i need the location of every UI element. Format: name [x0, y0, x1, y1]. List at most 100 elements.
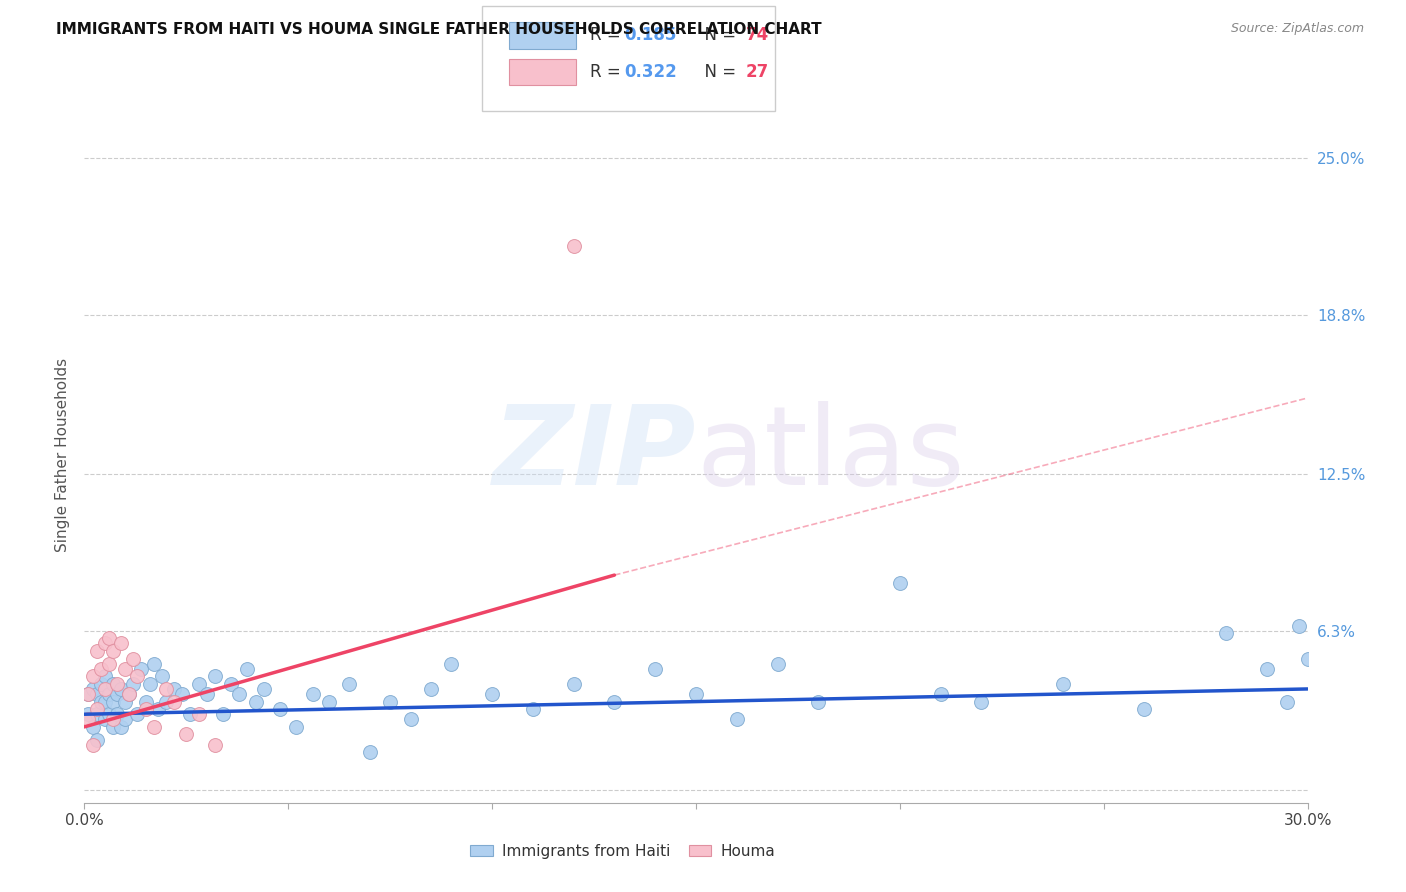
Point [105, 677, 128, 691]
Point [187, 677, 209, 691]
Point [440, 657, 463, 671]
Point [603, 695, 626, 709]
Point [318, 695, 340, 709]
Point [114, 712, 136, 726]
Point [142, 720, 165, 734]
Point [929, 687, 952, 701]
Point [82, 681, 104, 696]
Point [138, 677, 160, 691]
Point [725, 712, 748, 726]
Point [285, 720, 308, 734]
Point [82, 738, 104, 752]
Point [110, 636, 132, 650]
Point [101, 720, 124, 734]
Text: IMMIGRANTS FROM HAITI VS HOUMA SINGLE FATHER HOUSEHOLDS CORRELATION CHART: IMMIGRANTS FROM HAITI VS HOUMA SINGLE FA… [56, 22, 823, 37]
Point [142, 657, 165, 671]
Point [359, 745, 381, 759]
Point [101, 695, 124, 709]
Point [204, 669, 226, 683]
Point [101, 677, 124, 691]
Point [122, 677, 145, 691]
Point [122, 651, 145, 665]
Point [179, 707, 201, 722]
Y-axis label: Single Father Households: Single Father Households [55, 358, 70, 552]
Point [86, 732, 108, 747]
Point [889, 575, 911, 590]
Point [163, 681, 186, 696]
Point [101, 644, 124, 658]
Point [1296, 651, 1319, 665]
Point [807, 695, 830, 709]
Text: 0.322: 0.322 [624, 63, 676, 81]
Point [77, 687, 100, 701]
Point [1052, 677, 1074, 691]
Point [90, 677, 112, 691]
Point [163, 695, 186, 709]
Point [1288, 618, 1310, 632]
Point [685, 687, 707, 701]
Point [114, 695, 136, 709]
Point [135, 702, 157, 716]
Point [245, 695, 267, 709]
Point [110, 720, 132, 734]
Point [766, 657, 789, 671]
Point [269, 702, 291, 716]
Point [93, 636, 115, 650]
Point [118, 687, 141, 701]
Point [97, 687, 120, 701]
Point [399, 712, 422, 726]
Point [110, 681, 132, 696]
Point [150, 669, 173, 683]
Text: N =: N = [693, 63, 741, 81]
Point [970, 695, 993, 709]
Point [562, 239, 585, 253]
Point [228, 687, 250, 701]
Point [93, 712, 115, 726]
Point [97, 632, 120, 646]
Point [97, 657, 120, 671]
Point [380, 695, 402, 709]
FancyBboxPatch shape [509, 59, 576, 86]
Point [97, 707, 120, 722]
Text: 27: 27 [747, 63, 769, 81]
Point [253, 681, 276, 696]
Text: 74: 74 [747, 27, 769, 45]
Text: R =: R = [589, 63, 626, 81]
Point [219, 677, 242, 691]
Text: R =: R = [589, 27, 626, 45]
Text: 0.185: 0.185 [624, 27, 676, 45]
Point [86, 687, 108, 701]
Point [174, 727, 197, 741]
Point [146, 702, 169, 716]
FancyBboxPatch shape [482, 6, 776, 111]
Point [86, 707, 108, 722]
Point [86, 702, 108, 716]
Point [236, 662, 259, 676]
Point [82, 720, 104, 734]
Point [127, 669, 149, 683]
Point [155, 681, 177, 696]
Point [204, 738, 226, 752]
Point [187, 707, 209, 722]
Point [127, 707, 149, 722]
Point [77, 707, 100, 722]
Text: ZIP: ZIP [492, 401, 696, 508]
Point [135, 695, 157, 709]
Point [522, 702, 544, 716]
Point [481, 687, 503, 701]
Point [195, 687, 218, 701]
Point [77, 687, 100, 701]
Point [77, 712, 100, 726]
Point [101, 712, 124, 726]
Point [86, 644, 108, 658]
Point [1133, 702, 1156, 716]
Point [82, 669, 104, 683]
Point [301, 687, 323, 701]
Legend: Immigrants from Haiti, Houma: Immigrants from Haiti, Houma [464, 838, 782, 864]
Point [155, 695, 177, 709]
Point [1256, 662, 1278, 676]
Point [118, 687, 141, 701]
Point [114, 662, 136, 676]
Text: N =: N = [693, 27, 741, 45]
Point [90, 695, 112, 709]
